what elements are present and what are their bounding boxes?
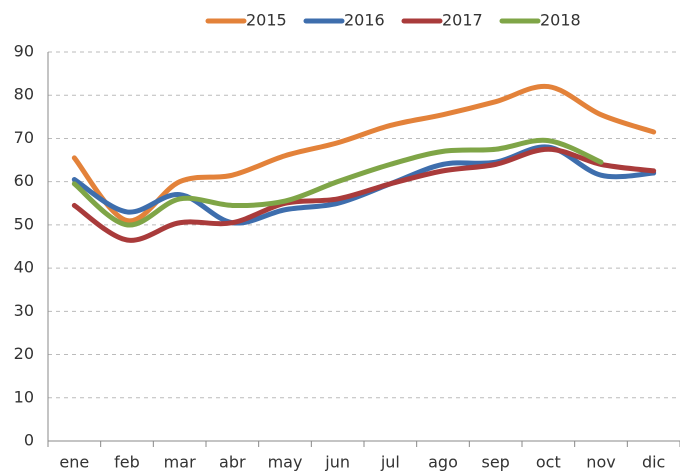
legend-label: 2016 <box>344 11 385 30</box>
y-tick-label: 0 <box>24 431 34 450</box>
x-tick-label: jun <box>324 453 350 472</box>
x-tick-label: sep <box>481 453 509 472</box>
x-tick-label: nov <box>586 453 615 472</box>
y-tick-label: 70 <box>14 128 34 147</box>
y-tick-label: 20 <box>14 344 34 363</box>
legend-label: 2017 <box>442 11 483 30</box>
y-tick-label: 10 <box>14 387 34 406</box>
legend-label: 2018 <box>540 11 581 30</box>
y-tick-label: 50 <box>14 214 34 233</box>
series-line <box>71 146 657 243</box>
x-tick-label: may <box>268 453 303 472</box>
y-tick-label: 40 <box>14 258 34 277</box>
x-tick-label: mar <box>164 453 196 472</box>
y-tick-label: 60 <box>14 171 34 190</box>
x-tick-label: jul <box>380 453 400 472</box>
x-tick-label: ene <box>59 453 89 472</box>
x-tick-label: feb <box>114 453 140 472</box>
legend-label: 2015 <box>246 11 287 30</box>
x-tick-label: abr <box>219 453 246 472</box>
y-tick-label: 90 <box>14 42 34 61</box>
series-line <box>71 137 604 228</box>
x-tick-label: ago <box>428 453 458 472</box>
y-tick-label: 80 <box>14 85 34 104</box>
x-tick-label: dic <box>642 453 665 472</box>
y-tick-label: 30 <box>14 301 34 320</box>
series-line <box>71 144 657 226</box>
x-tick-label: oct <box>536 453 561 472</box>
